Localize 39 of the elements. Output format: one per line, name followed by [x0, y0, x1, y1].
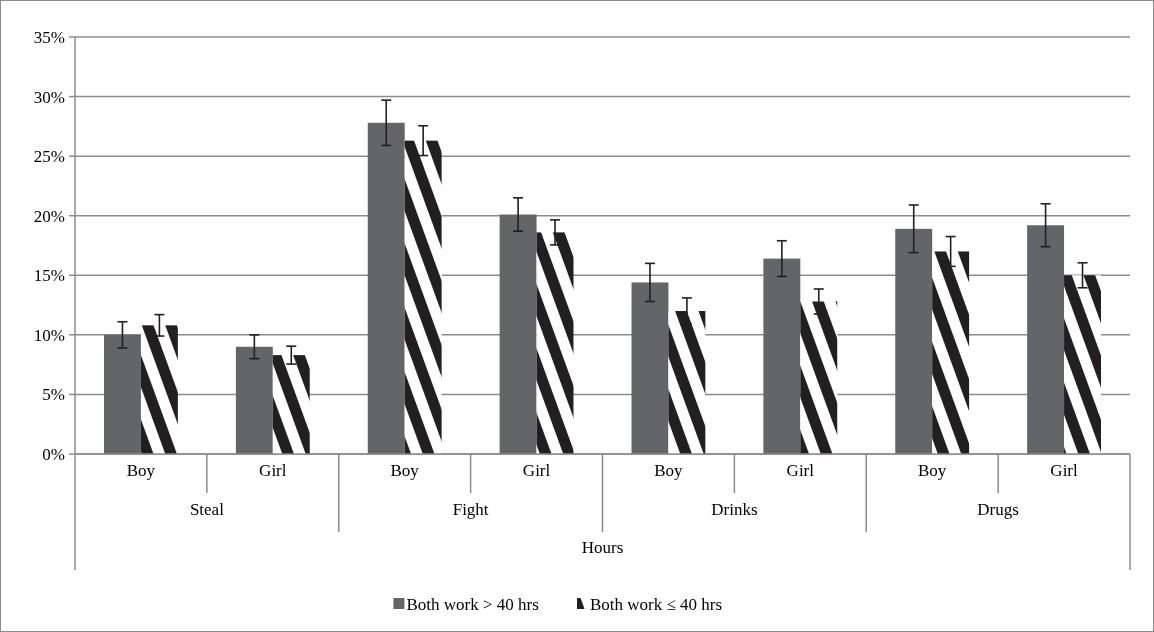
y-tick-label: 30% — [33, 87, 65, 107]
x-tick-label: Boy — [390, 461, 420, 480]
y-tick-label: 20% — [33, 206, 65, 226]
bar — [800, 301, 838, 454]
x-tick-label: Girl — [786, 461, 815, 480]
x-tick-label: Girl — [522, 461, 551, 480]
text: Drugs — [977, 500, 1019, 519]
text: Steal — [189, 500, 225, 519]
x-tick-label: Boy — [918, 461, 947, 480]
legend-label: Both work > 40 hrs — [406, 594, 539, 614]
bar — [932, 251, 970, 454]
x-tick-label: Boy — [654, 461, 684, 480]
bar — [1027, 225, 1065, 454]
y-tick-label: 5% — [42, 385, 65, 405]
x-tick-label: Girl — [1050, 461, 1079, 480]
bar — [367, 122, 405, 454]
bar — [404, 140, 442, 454]
bar — [140, 325, 178, 454]
bar — [895, 228, 933, 454]
x-tick-label: Boy — [126, 461, 156, 480]
bar — [104, 334, 141, 454]
legend-label: Both work ≤ 40 hrs — [590, 594, 723, 614]
y-tick-label: 10% — [33, 325, 65, 345]
x-axis-title: Hours — [581, 538, 624, 557]
y-tick-label: 25% — [33, 147, 65, 167]
y-tick-label: 15% — [33, 266, 65, 286]
text: Drinks — [711, 500, 758, 519]
bar — [499, 214, 537, 454]
bar — [631, 282, 669, 454]
bar — [763, 258, 801, 454]
y-tick-label: 35% — [33, 27, 65, 47]
bar — [668, 311, 706, 454]
bar — [1064, 275, 1101, 454]
bar — [272, 355, 310, 454]
x-tick-label: Girl — [259, 461, 287, 480]
y-tick-label: 0% — [42, 444, 65, 464]
bar — [536, 232, 574, 454]
text: Fight — [452, 500, 489, 519]
bar — [235, 346, 273, 454]
